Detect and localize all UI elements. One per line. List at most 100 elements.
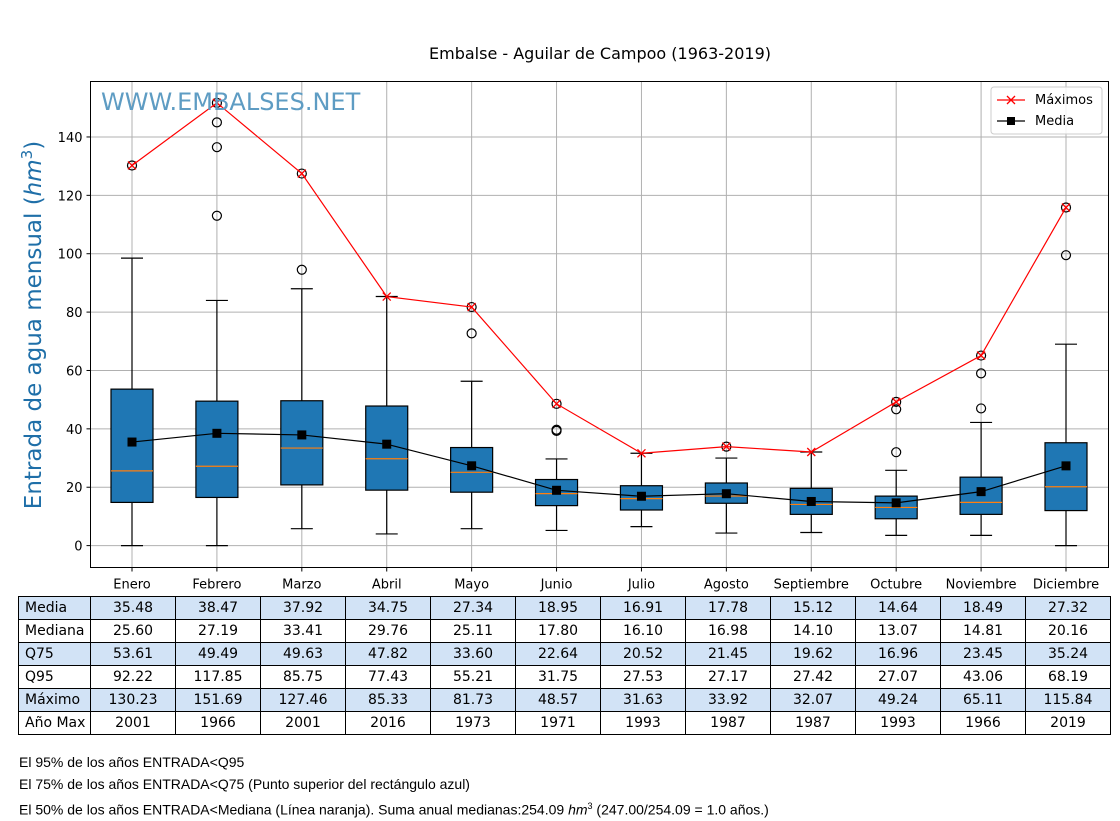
- flier-point: [551, 424, 562, 435]
- series-media: [127, 428, 1071, 508]
- table-cell: 14.81: [940, 619, 1026, 643]
- x-axis: Enero Febrero Marzo Abril Mayo Junio Julio Agos…: [113, 567, 1099, 593]
- row-header: Año Max: [18, 711, 91, 735]
- table-cell: 35.24: [1025, 642, 1111, 666]
- box-marzo: [280, 168, 324, 530]
- row-header: Mediana: [18, 619, 91, 643]
- flier-point: [975, 403, 987, 414]
- table-cell: 53.61: [90, 642, 176, 666]
- note-q95: El 95% de los años ENTRADA<Q95: [19, 754, 245, 770]
- table-cell: 2001: [260, 711, 346, 735]
- mean-point: [297, 430, 307, 440]
- legend-label-maximos: Máximos: [1035, 93, 1093, 108]
- y-tick-label: 40: [66, 423, 83, 438]
- table-cell: 77.43: [345, 665, 431, 689]
- flier-point: [891, 404, 902, 415]
- table-cell: 49.63: [260, 642, 346, 666]
- note-q75: El 75% de los años ENTRADA<Q75 (Punto su…: [19, 776, 470, 792]
- box-plot-chart: WWW.EMBALSES.NET 0 20 40 60 80 100 120 140 Ener…: [18, 81, 1109, 593]
- box-julio: [619, 452, 664, 528]
- table-cell: 1971: [515, 711, 601, 735]
- table-cell: 35.48: [90, 596, 176, 620]
- table-cell: 32.07: [770, 688, 856, 712]
- table-cell: 55.21: [430, 665, 516, 689]
- table-cell: 17.78: [685, 596, 771, 620]
- series-line: [131, 432, 1067, 504]
- table-cell: 68.19: [1025, 665, 1111, 689]
- y-tick-label: 60: [66, 364, 83, 379]
- max-point: [467, 302, 477, 312]
- x-tick-label: Abril: [372, 578, 402, 593]
- table-cell: 23.45: [940, 642, 1026, 666]
- table-cell: 33.41: [260, 619, 346, 643]
- table-cell: 33.60: [430, 642, 516, 666]
- table-cell: 27.34: [430, 596, 516, 620]
- table-cell: 25.60: [90, 619, 176, 643]
- table-cell: 14.10: [770, 619, 856, 643]
- y-tick-label: 80: [66, 306, 83, 321]
- mean-point: [552, 485, 562, 495]
- max-point: [721, 442, 731, 452]
- y-tick-label: 120: [58, 189, 83, 204]
- y-tick-label: 20: [66, 481, 83, 496]
- table-cell: 85.75: [260, 665, 346, 689]
- max-point: [127, 161, 137, 170]
- max-point: [552, 399, 562, 409]
- table-cell: 81.73: [430, 688, 516, 712]
- mean-point: [976, 487, 986, 497]
- table-cell: 117.85: [175, 665, 261, 689]
- row-header: Máximo: [18, 688, 91, 712]
- table-row: Q95 92.22 117.85 85.75 77.43 55.21 31.75 27.53 2…: [18, 665, 1111, 689]
- table-cell: 2019: [1025, 711, 1111, 735]
- table-cell: 1993: [600, 711, 686, 735]
- table-cell: 1966: [940, 711, 1026, 735]
- y-tick-label: 0: [74, 540, 82, 555]
- x-tick-label: Julio: [627, 578, 655, 593]
- flier-point: [975, 350, 987, 361]
- box-febrero: [195, 97, 239, 547]
- table-cell: 47.82: [345, 642, 431, 666]
- legend-label-media: Media: [1035, 114, 1074, 129]
- legend-box: [990, 86, 1103, 135]
- table-cell: 1993: [855, 711, 941, 735]
- flier-point: [891, 396, 902, 407]
- table-cell: 18.49: [940, 596, 1026, 620]
- table-cell: 85.33: [345, 688, 431, 712]
- x-tick-label: Agosto: [704, 578, 749, 593]
- x-tick-label: Marzo: [282, 578, 321, 593]
- mean-point: [806, 496, 816, 506]
- table-cell: 27.19: [175, 619, 261, 643]
- table-cell: 92.22: [90, 665, 176, 689]
- table-cell: 127.46: [260, 688, 346, 712]
- mean-point: [636, 491, 646, 501]
- table-cell: 27.07: [855, 665, 941, 689]
- legend-x-marker-icon: [1006, 95, 1016, 105]
- flier-point: [1060, 250, 1072, 261]
- max-point: [891, 397, 901, 407]
- table-cell: 19.62: [770, 642, 856, 666]
- table-cell: 130.23: [90, 688, 176, 712]
- table-row: Año Max 2001 1966 2001 2016 1973 1971 1993 1987 1…: [18, 711, 1111, 735]
- flier-point: [1060, 202, 1072, 213]
- x-tick-label: Febrero: [192, 578, 241, 593]
- table-cell: 115.84: [1025, 688, 1111, 712]
- series-lines: [127, 98, 1071, 508]
- flier-point: [296, 264, 307, 275]
- row-header: Q95: [18, 665, 91, 689]
- mean-point: [467, 461, 477, 471]
- table-cell: 27.17: [685, 665, 771, 689]
- table-cell: 38.47: [175, 596, 261, 620]
- x-tick-label: Enero: [113, 578, 151, 593]
- table-cell: 2016: [345, 711, 431, 735]
- mean-point: [212, 428, 222, 438]
- table-cell: 48.57: [515, 688, 601, 712]
- mean-point: [891, 498, 901, 508]
- x-tick-label: Mayo: [454, 578, 489, 593]
- x-tick-label: Noviembre: [946, 578, 1017, 593]
- table-cell: 17.80: [515, 619, 601, 643]
- mean-point: [382, 439, 392, 449]
- table-row: Máximo 130.23 151.69 127.46 85.33 81.73 48.57 3…: [18, 688, 1111, 712]
- max-point: [212, 98, 222, 108]
- flier-point: [551, 398, 562, 409]
- max-point: [976, 351, 986, 361]
